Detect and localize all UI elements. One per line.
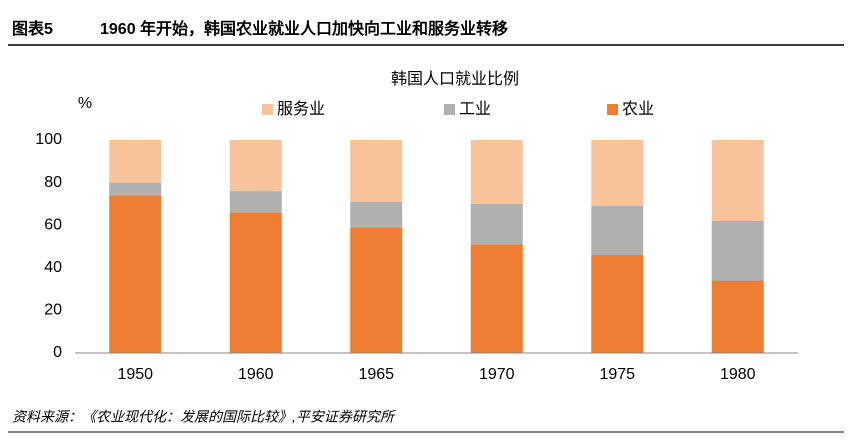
y-tick-label: 100 — [35, 131, 62, 148]
y-unit: % — [78, 95, 92, 112]
legend-swatch — [444, 104, 455, 115]
bar-segment — [229, 191, 282, 213]
y-tick-label: 40 — [44, 259, 62, 276]
bar-segment — [470, 203, 523, 245]
bar-segment — [470, 244, 523, 353]
bar-segment — [711, 280, 764, 353]
x-tick-label: 1970 — [479, 366, 515, 383]
x-tick-label: 1950 — [117, 366, 153, 383]
y-tick-label: 20 — [44, 302, 62, 319]
bar-segment — [470, 140, 523, 204]
x-tick-label: 1975 — [599, 366, 635, 383]
bar-segment — [591, 140, 644, 207]
y-tick-label: 0 — [53, 344, 62, 361]
legend-swatch — [607, 104, 618, 115]
bar-segment — [350, 201, 403, 228]
bar-segment — [591, 255, 644, 353]
bar-segment — [109, 140, 162, 183]
bar-segment — [109, 182, 162, 196]
chart-title: 韩国人口就业比例 — [391, 70, 519, 88]
source: 资料来源：《农业现代化：发展的国际比较》,平安证券研究所 — [12, 409, 396, 425]
bar-segment — [711, 220, 764, 281]
bar-segment — [591, 206, 644, 256]
bar-segment — [229, 140, 282, 192]
legend-swatch — [262, 104, 273, 115]
bar-segment — [109, 195, 162, 353]
bar-segment — [350, 140, 403, 202]
y-tick-label: 60 — [44, 216, 62, 233]
figure-label: 图表5 — [12, 19, 53, 38]
x-tick-label: 1965 — [358, 366, 394, 383]
legend-label: 农业 — [622, 100, 654, 118]
x-tick-label: 1960 — [238, 366, 274, 383]
y-tick-label: 80 — [44, 174, 62, 191]
legend-label: 工业 — [459, 100, 491, 118]
x-tick-label: 1980 — [720, 366, 756, 383]
bar-segment — [711, 140, 764, 221]
bar-segment — [229, 212, 282, 353]
legend-label: 服务业 — [277, 100, 325, 118]
bar-segment — [350, 227, 403, 353]
figure-title: 1960 年开始，韩国农业就业人口加快向工业和服务业转移 — [100, 19, 508, 38]
